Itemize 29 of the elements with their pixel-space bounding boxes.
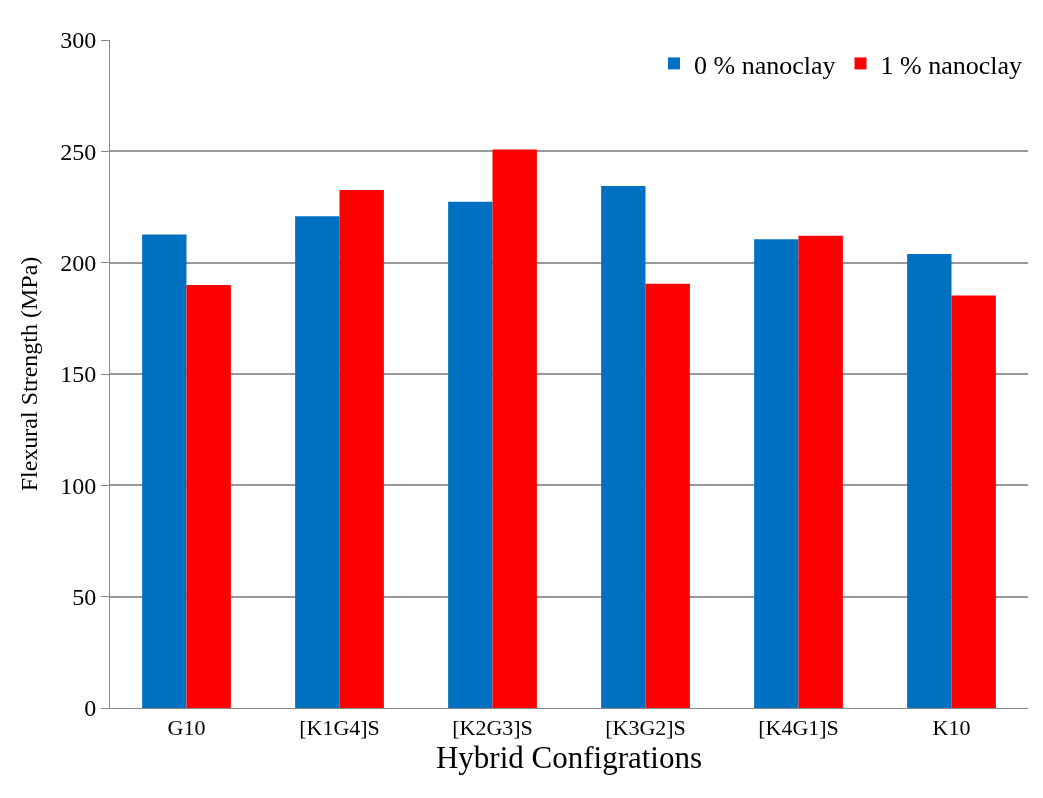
- x-axis-title: Hybrid Configrations: [435, 740, 703, 776]
- x-tick-label: [K1G4]S: [299, 715, 380, 741]
- bar: [295, 216, 340, 708]
- bar: [645, 283, 690, 708]
- x-tick-label: [K2G3]S: [452, 715, 533, 741]
- legend-label: 0 % nanoclay: [694, 50, 836, 80]
- bar: [798, 235, 843, 708]
- y-tick-label: 200: [60, 250, 97, 277]
- bar: [142, 234, 187, 708]
- bar: [492, 149, 537, 708]
- y-tick-label: 150: [60, 361, 97, 388]
- y-tick-label: 100: [60, 472, 97, 499]
- bar: [754, 239, 799, 708]
- legend-label: 1 % nanoclay: [880, 50, 1023, 80]
- bar: [951, 295, 996, 708]
- bar: [448, 201, 493, 708]
- y-tick-label: 50: [72, 584, 97, 611]
- x-tick-label: [K4G1]S: [758, 715, 839, 741]
- y-tick-label: 250: [60, 138, 97, 165]
- bar: [339, 190, 384, 708]
- y-tick-label: 300: [60, 27, 97, 54]
- y-axis-title: Flexural Strength (MPa): [16, 256, 43, 492]
- bar: [186, 284, 231, 708]
- x-tick-label: G10: [167, 715, 206, 741]
- bar: [601, 186, 646, 708]
- x-tick-label: K10: [932, 715, 971, 741]
- x-tick-label: [K3G2]S: [605, 715, 686, 741]
- y-tick-label: 0: [84, 695, 97, 722]
- bar: [907, 253, 952, 708]
